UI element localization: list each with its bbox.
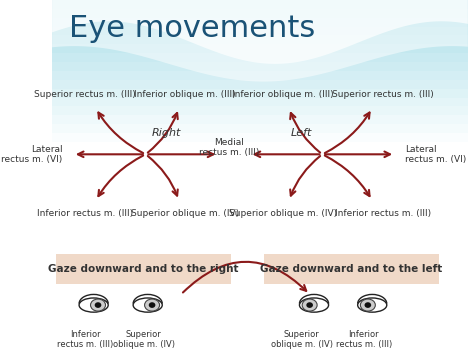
Text: Left: Left xyxy=(291,128,312,138)
FancyBboxPatch shape xyxy=(52,115,468,124)
FancyBboxPatch shape xyxy=(52,301,468,310)
FancyBboxPatch shape xyxy=(52,142,468,151)
Ellipse shape xyxy=(145,299,160,311)
Ellipse shape xyxy=(302,299,317,311)
FancyBboxPatch shape xyxy=(52,195,468,204)
FancyBboxPatch shape xyxy=(52,27,468,36)
FancyBboxPatch shape xyxy=(52,204,468,213)
Ellipse shape xyxy=(95,302,101,308)
FancyBboxPatch shape xyxy=(52,53,468,62)
Ellipse shape xyxy=(365,302,371,308)
Ellipse shape xyxy=(91,299,106,311)
Text: Medial
rectus m. (III): Medial rectus m. (III) xyxy=(199,137,259,157)
Text: Superior rectus m. (III): Superior rectus m. (III) xyxy=(332,90,434,99)
FancyBboxPatch shape xyxy=(52,346,468,355)
Ellipse shape xyxy=(360,299,375,311)
FancyBboxPatch shape xyxy=(264,253,439,284)
FancyBboxPatch shape xyxy=(52,186,468,195)
FancyBboxPatch shape xyxy=(52,284,468,293)
Text: Gaze downward and to the right: Gaze downward and to the right xyxy=(48,263,239,274)
Ellipse shape xyxy=(306,302,313,308)
FancyBboxPatch shape xyxy=(52,151,468,160)
FancyBboxPatch shape xyxy=(52,231,468,239)
FancyBboxPatch shape xyxy=(52,239,468,248)
FancyBboxPatch shape xyxy=(52,248,468,257)
FancyBboxPatch shape xyxy=(52,293,468,301)
PathPatch shape xyxy=(52,0,468,64)
Text: Lateral
rectus m. (VI): Lateral rectus m. (VI) xyxy=(1,144,63,164)
FancyBboxPatch shape xyxy=(52,222,468,231)
FancyBboxPatch shape xyxy=(52,178,468,186)
FancyBboxPatch shape xyxy=(52,160,468,169)
FancyBboxPatch shape xyxy=(52,9,468,18)
FancyBboxPatch shape xyxy=(52,266,468,275)
Text: Superior
oblique m. (IV): Superior oblique m. (IV) xyxy=(112,330,174,349)
Text: Inferior
rectus m. (III): Inferior rectus m. (III) xyxy=(57,330,113,349)
FancyBboxPatch shape xyxy=(52,0,468,9)
Text: Superior rectus m. (III): Superior rectus m. (III) xyxy=(35,90,136,99)
Ellipse shape xyxy=(133,298,162,312)
Text: Inferior rectus m. (III): Inferior rectus m. (III) xyxy=(335,209,431,218)
PathPatch shape xyxy=(52,0,468,82)
FancyBboxPatch shape xyxy=(56,253,231,284)
FancyBboxPatch shape xyxy=(52,213,468,222)
Text: Inferior oblique m. (III): Inferior oblique m. (III) xyxy=(134,90,236,99)
FancyBboxPatch shape xyxy=(52,337,468,346)
Text: Inferior rectus m. (III): Inferior rectus m. (III) xyxy=(37,209,133,218)
FancyBboxPatch shape xyxy=(52,18,468,27)
FancyBboxPatch shape xyxy=(52,310,468,319)
Text: Right: Right xyxy=(152,128,181,138)
FancyBboxPatch shape xyxy=(52,169,468,178)
FancyBboxPatch shape xyxy=(52,98,468,106)
FancyBboxPatch shape xyxy=(52,71,468,80)
Text: Superior oblique m. (IV): Superior oblique m. (IV) xyxy=(229,209,337,218)
FancyBboxPatch shape xyxy=(52,106,468,115)
FancyBboxPatch shape xyxy=(52,124,468,133)
Text: Eye movements: Eye movements xyxy=(69,14,315,43)
Text: Inferior
rectus m. (III): Inferior rectus m. (III) xyxy=(336,330,392,349)
FancyBboxPatch shape xyxy=(52,80,468,89)
Text: Gaze downward and to the left: Gaze downward and to the left xyxy=(260,263,443,274)
Ellipse shape xyxy=(358,298,387,312)
Text: Superior oblique m. (IV): Superior oblique m. (IV) xyxy=(131,209,239,218)
FancyBboxPatch shape xyxy=(52,89,468,98)
FancyBboxPatch shape xyxy=(52,275,468,284)
Text: Lateral
rectus m. (VI): Lateral rectus m. (VI) xyxy=(405,144,467,164)
Text: Superior
oblique m. (IV): Superior oblique m. (IV) xyxy=(271,330,333,349)
Text: Inferior oblique m. (III): Inferior oblique m. (III) xyxy=(232,90,334,99)
Ellipse shape xyxy=(79,298,108,312)
FancyBboxPatch shape xyxy=(52,36,468,44)
Ellipse shape xyxy=(300,298,328,312)
FancyBboxPatch shape xyxy=(52,328,468,337)
FancyBboxPatch shape xyxy=(52,257,468,266)
FancyBboxPatch shape xyxy=(52,44,468,53)
FancyBboxPatch shape xyxy=(52,319,468,328)
Ellipse shape xyxy=(149,302,155,308)
FancyBboxPatch shape xyxy=(52,133,468,142)
FancyBboxPatch shape xyxy=(52,62,468,71)
